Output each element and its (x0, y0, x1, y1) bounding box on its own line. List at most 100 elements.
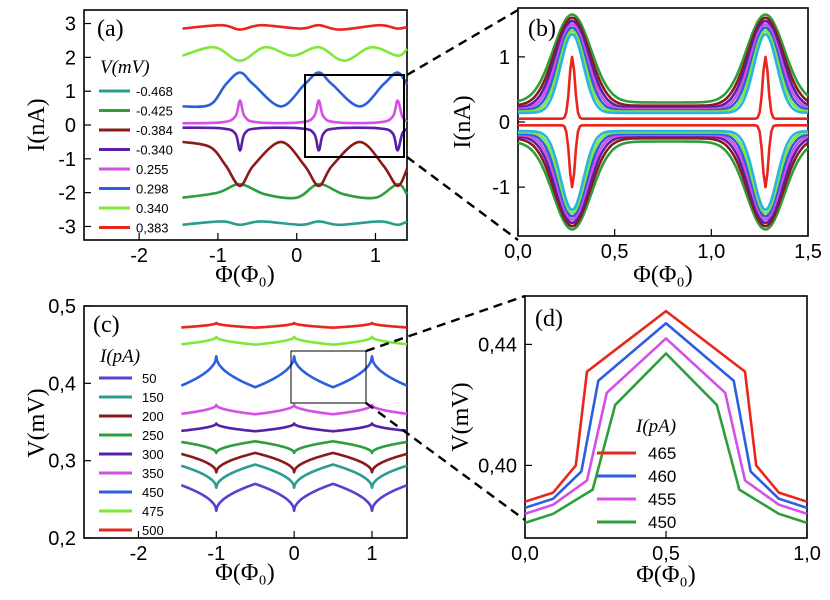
ytick-label: -3 (58, 216, 76, 238)
xlabel-d: Φ(Φ₀) (636, 562, 695, 588)
zoom-box-c (290, 350, 367, 404)
series-line (180, 335, 408, 346)
panel-label-b: (b) (528, 16, 556, 42)
panel-label-c: (c) (93, 312, 120, 338)
legend-label: -0.468 (136, 84, 173, 99)
panel-b: 0,0 0,5 1,0 1,5 -1 0 1 (b) I(nA) Φ(Φ₀) (450, 7, 822, 288)
legend-label: 150 (142, 390, 164, 405)
ytick-label: 0 (65, 115, 76, 137)
xtick-label: 0,0 (504, 241, 532, 263)
xtick-label: 0,5 (652, 543, 680, 565)
series-line (517, 16, 809, 107)
ytick-label: 3 (65, 14, 76, 36)
legend-label: -0.425 (136, 104, 173, 119)
xlabel-b: Φ(Φ₀) (633, 262, 692, 288)
series-b (517, 13, 809, 231)
zoom-line-a-top (406, 8, 519, 77)
ticks-a: -2 -1 0 1 -3 -2 -1 0 1 2 3 (58, 14, 381, 267)
series-line (517, 137, 809, 228)
ytick-label: 0,5 (48, 296, 76, 318)
ylabel-b: I(nA) (450, 95, 476, 148)
zoom-box-a (304, 74, 405, 158)
ylabel-c: V(mV) (24, 388, 50, 457)
xtick-label: -2 (130, 245, 148, 267)
xlabel-c: Φ(Φ₀) (215, 560, 274, 586)
ticks-c: -2 -1 0 1 0,2 0,3 0,4 0,5 (48, 296, 377, 565)
series-line (180, 321, 408, 329)
ytick-label: -1 (58, 149, 76, 171)
panel-d: 0,0 0,5 1,0 0,40 0,44 (d) I(pA) 465 460 455 450… (448, 295, 821, 588)
xtick-label: 0 (291, 245, 302, 267)
xtick-label: -1 (207, 543, 225, 565)
legend-label: 0.255 (136, 162, 169, 177)
legend-c: 50 150 200 250 300 350 450 475 500 (99, 371, 164, 538)
xtick-label: -1 (209, 245, 227, 267)
legend-label: -0.340 (136, 143, 173, 158)
legend-label: 0.298 (136, 182, 169, 197)
ytick-label: 0,3 (48, 451, 76, 473)
ytick-label: 0 (499, 112, 510, 134)
series-line (182, 45, 408, 62)
series-d (524, 309, 808, 525)
legend-label: 50 (142, 371, 156, 386)
series-line (524, 337, 808, 516)
series-line (524, 309, 808, 503)
legend-label: 475 (142, 504, 164, 519)
legend-title-a: V(mV) (100, 57, 150, 78)
series-line (518, 129, 809, 212)
legend-label: 300 (142, 447, 164, 462)
series-line (182, 71, 409, 109)
ylabel-a: I(nA) (24, 98, 50, 151)
series-line (517, 140, 809, 231)
ytick-label: 0,44 (478, 334, 517, 356)
legend-label: 350 (142, 466, 164, 481)
legend-label: 500 (142, 523, 164, 538)
legend-label: 250 (142, 428, 164, 443)
zoom-line-c-bottom (365, 402, 526, 521)
ytick-label: 1 (65, 81, 76, 103)
legend-title-c: I(pA) (99, 346, 140, 367)
series-a (182, 23, 409, 227)
ytick-label: 2 (65, 47, 76, 69)
xtick-label: 1,5 (794, 241, 822, 263)
series-line (182, 99, 408, 125)
ticks-d: 0,0 0,5 1,0 0,40 0,44 (478, 334, 821, 565)
zoom-line-a-bottom (406, 156, 519, 241)
panel-c: -2 -1 0 1 0,2 0,3 0,4 0,5 (c) I(pA) 50 150 200 250… (24, 296, 408, 586)
series-line (518, 32, 809, 115)
ytick-label: -1 (492, 177, 510, 199)
xtick-label: -2 (130, 543, 148, 565)
plot-frame-c (83, 305, 408, 539)
series-line (180, 451, 408, 474)
zoom-line-c-top (365, 294, 526, 353)
legend-label: 465 (648, 444, 676, 463)
series-line (182, 23, 408, 31)
xlabel-a: Φ(Φ₀) (215, 262, 274, 288)
legend-d: 465 460 455 450 (597, 444, 676, 532)
legend-label: 450 (648, 513, 676, 532)
series-line (524, 352, 808, 525)
plot-frame-a (83, 9, 408, 241)
series-line (182, 182, 409, 200)
ytick-label: 0,40 (478, 455, 517, 477)
xtick-label: 1 (366, 543, 377, 565)
legend-label: -0.384 (136, 123, 173, 138)
series-line (182, 220, 408, 227)
series-line (180, 355, 408, 389)
legend-label: 200 (142, 409, 164, 424)
series-line (180, 403, 408, 416)
series-line (518, 55, 808, 120)
series-line (518, 124, 808, 189)
ticks-b: 0,0 0,5 1,0 1,5 -1 0 1 (492, 47, 822, 263)
series-line (180, 463, 408, 489)
legend-label: 455 (648, 490, 676, 509)
xtick-label: 1,0 (793, 543, 821, 565)
legend-a: -0.468 -0.425 -0.384 -0.340 0.255 0.298 0.340 0… (99, 84, 173, 236)
xtick-label: 0,0 (511, 543, 539, 565)
series-line (182, 140, 409, 188)
legend-label: 0,383 (136, 221, 169, 236)
legend-title-d: I(pA) (635, 416, 676, 437)
xtick-label: 1 (370, 245, 381, 267)
series-line (182, 126, 408, 152)
